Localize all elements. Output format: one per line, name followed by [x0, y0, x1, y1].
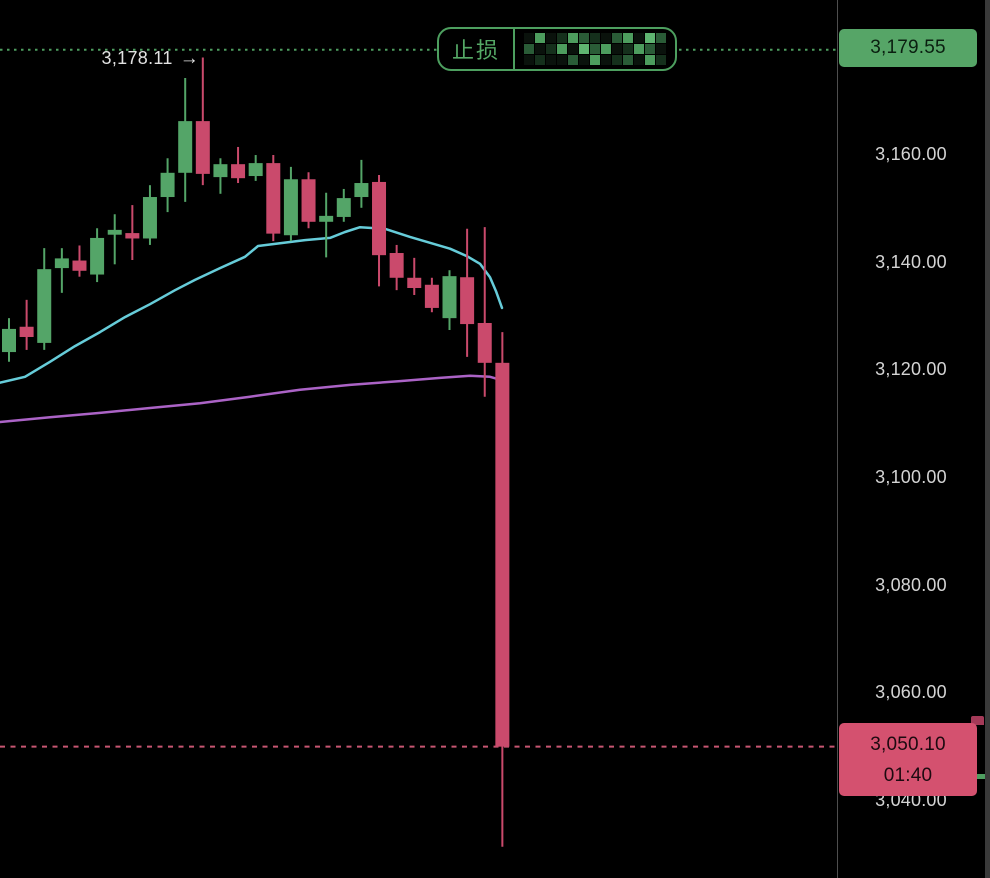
price-axis-scrollbar[interactable]: [985, 0, 990, 878]
candle-body: [424, 284, 439, 308]
redacted-amount-mosaic: [515, 29, 675, 69]
mosaic-block: [557, 44, 568, 54]
mosaic-block: [590, 33, 601, 43]
candle-body: [195, 121, 210, 174]
chart-canvas[interactable]: [0, 0, 838, 878]
mosaic-block: [579, 33, 590, 43]
mosaic-block: [656, 44, 667, 54]
high-price-value: 3,178.11: [101, 48, 173, 68]
mosaic-block: [623, 33, 634, 43]
candle-body: [90, 237, 105, 275]
candle-body: [54, 258, 69, 269]
arrow-right-icon: →: [179, 48, 199, 69]
candle-body: [407, 277, 422, 289]
candle-body: [2, 328, 16, 353]
mosaic-block: [634, 33, 645, 43]
axis-tick-label: 3,160.00: [875, 144, 947, 165]
mosaic-block: [535, 55, 546, 65]
mosaic-block: [590, 55, 601, 65]
mosaic-block: [557, 55, 568, 65]
mosaic-block: [535, 33, 546, 43]
candle-body: [72, 260, 87, 271]
mosaic-block: [601, 44, 612, 54]
mosaic-block: [524, 55, 535, 65]
mosaic-block: [524, 44, 535, 54]
mosaic-block: [612, 55, 623, 65]
stop-loss-price-value: 3,179.55: [870, 37, 946, 58]
hidden-label-fragment-red: [971, 716, 984, 725]
mosaic-block: [623, 44, 634, 54]
axis-tick-label: 3,100.00: [875, 467, 947, 488]
current-price-label: 3,050.10 01:40: [839, 723, 977, 796]
candle-body: [460, 277, 475, 325]
mosaic-block: [535, 44, 546, 54]
ma-slow-line: [0, 374, 507, 424]
candle-body: [319, 215, 334, 222]
mosaic-block: [623, 55, 634, 65]
stop-loss-price-label: 3,179.55: [839, 29, 977, 67]
candle-body: [142, 197, 157, 239]
candle-body: [178, 121, 193, 173]
hidden-label-fragment-green: [970, 774, 985, 779]
mosaic-block: [579, 44, 590, 54]
mosaic-block: [645, 55, 656, 65]
candle-body: [354, 183, 369, 198]
candle-body: [389, 253, 404, 278]
candle-body: [477, 322, 492, 363]
candle-body: [37, 269, 52, 343]
mosaic-block: [579, 55, 590, 65]
bar-countdown-timer: 01:40: [883, 764, 933, 786]
mosaic-block: [546, 33, 557, 43]
axis-tick-label: 3,060.00: [875, 682, 947, 703]
candle-body: [107, 229, 122, 235]
stop-loss-badge[interactable]: 止损: [437, 27, 678, 71]
high-price-marker: 3,178.11 →: [0, 47, 199, 69]
mosaic-block: [645, 44, 656, 54]
mosaic-block: [590, 44, 601, 54]
current-price-value: 3,050.10: [870, 733, 946, 755]
stop-loss-badge-label: 止损: [452, 38, 501, 63]
axis-tick-label: 3,080.00: [875, 574, 947, 595]
mosaic-block: [557, 33, 568, 43]
price-axis[interactable]: 3,160.00 3,140.00 3,120.00 3,100.00 3,080.00…: [838, 0, 990, 878]
mosaic-block: [568, 33, 579, 43]
mosaic-block: [645, 33, 656, 43]
axis-tick-label: 3,120.00: [875, 359, 947, 380]
mosaic-block: [612, 33, 623, 43]
mosaic-block: [656, 55, 667, 65]
candle-body: [336, 198, 351, 217]
candle-body: [266, 163, 281, 234]
mosaic-block: [656, 33, 667, 43]
mosaic-block: [634, 55, 645, 65]
candle-body: [495, 362, 510, 747]
badge-divider: [513, 29, 516, 69]
ma-fast-line: [0, 225, 504, 384]
candle-body: [301, 179, 316, 222]
candle-body: [160, 172, 175, 198]
candlestick-chart[interactable]: [0, 0, 838, 878]
candle-body: [231, 164, 246, 179]
candle-body: [19, 326, 34, 337]
mosaic-block: [612, 44, 623, 54]
candle-body: [372, 181, 387, 256]
mosaic-block: [568, 55, 579, 65]
mosaic-block: [601, 33, 612, 43]
candle-body: [283, 179, 298, 236]
mosaic-block: [524, 33, 535, 43]
axis-border-line: [837, 0, 838, 878]
mosaic-block: [568, 44, 579, 54]
candle-body: [248, 163, 263, 177]
mosaic-block: [601, 55, 612, 65]
candle-body: [213, 164, 228, 178]
axis-tick-label: 3,140.00: [875, 251, 947, 272]
mosaic-block: [634, 44, 645, 54]
mosaic-block: [546, 55, 557, 65]
mosaic-block: [546, 44, 557, 54]
candle-body: [442, 276, 457, 319]
candle-body: [125, 233, 140, 239]
